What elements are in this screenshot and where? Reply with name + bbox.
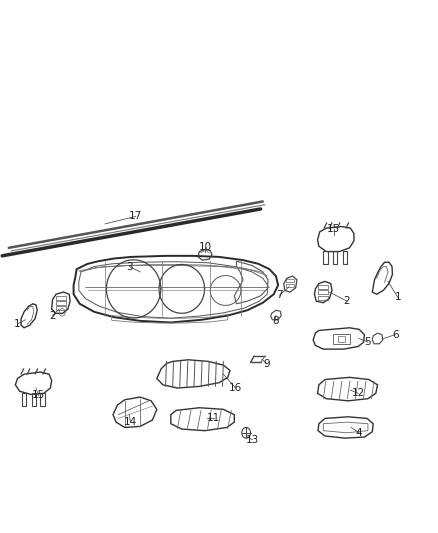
Text: 3: 3: [126, 262, 133, 271]
Bar: [318, 296, 328, 300]
Text: 13: 13: [246, 435, 259, 445]
Text: 1: 1: [394, 293, 401, 302]
Bar: [318, 285, 328, 289]
Bar: [338, 336, 345, 342]
Text: 15: 15: [32, 391, 45, 400]
Text: 6: 6: [392, 330, 399, 340]
Text: 1: 1: [14, 319, 21, 329]
Text: 5: 5: [364, 337, 371, 347]
Bar: [286, 284, 294, 287]
Text: 7: 7: [276, 290, 283, 300]
Text: 11: 11: [207, 414, 220, 423]
Text: 2: 2: [49, 311, 56, 320]
Text: 9: 9: [263, 359, 270, 368]
Text: 16: 16: [229, 383, 242, 393]
Bar: [56, 301, 66, 305]
Text: 8: 8: [272, 316, 279, 326]
Text: 4: 4: [356, 428, 363, 438]
Bar: [286, 279, 294, 282]
Text: 15: 15: [327, 224, 340, 234]
Bar: [318, 290, 328, 294]
Text: 17: 17: [129, 212, 142, 221]
Text: 14: 14: [124, 417, 137, 427]
Bar: [56, 306, 66, 310]
Text: 12: 12: [352, 389, 365, 398]
Text: 10: 10: [198, 243, 212, 252]
Bar: [56, 296, 66, 300]
Text: 2: 2: [343, 296, 350, 306]
Bar: [333, 334, 350, 344]
